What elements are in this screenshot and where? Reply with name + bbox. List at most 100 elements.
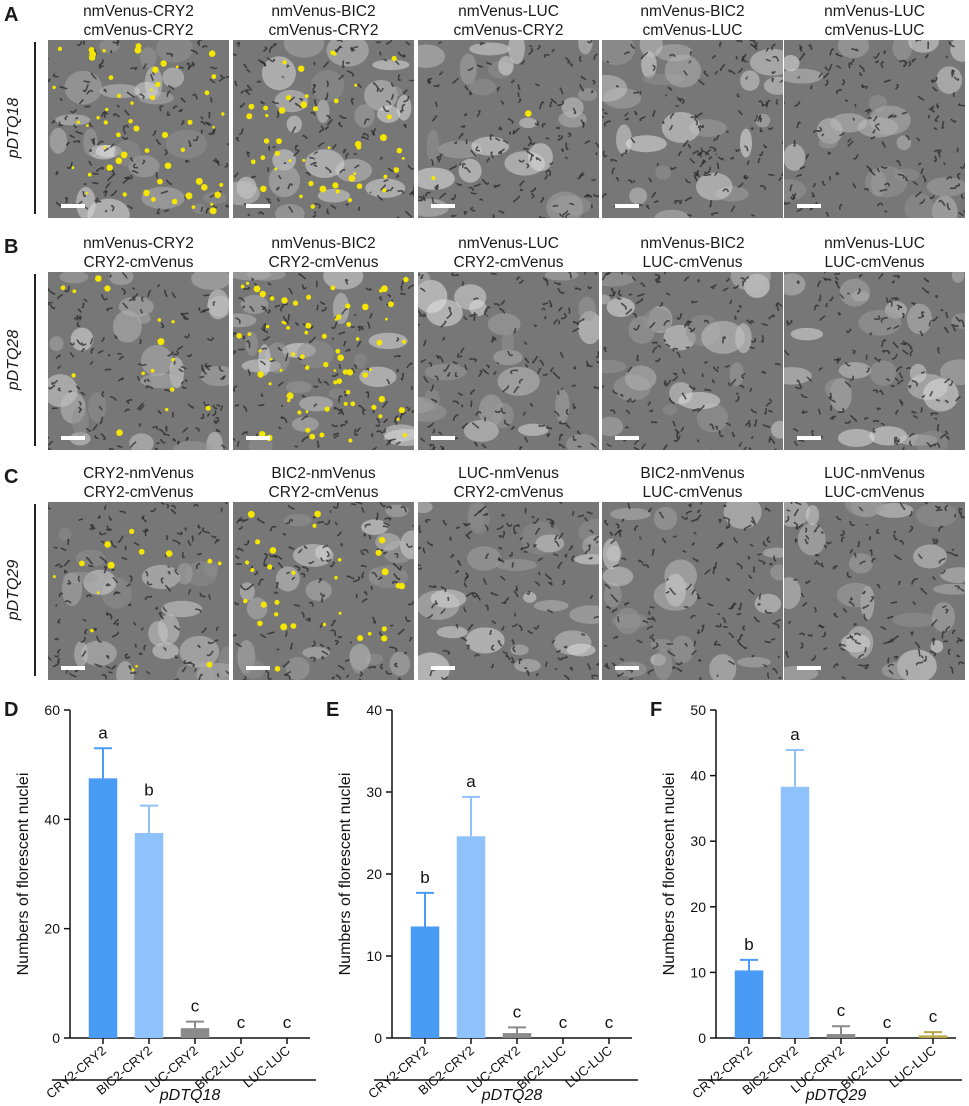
cell-wall [850, 375, 855, 381]
cell-wall [383, 522, 390, 526]
cell-wall [682, 549, 687, 553]
cell-wall [485, 61, 493, 66]
cell-wall [317, 142, 325, 148]
cell-wall [434, 375, 439, 381]
cell-wall [897, 306, 903, 311]
cell-wall [711, 55, 716, 59]
fluorescent-nucleus [282, 60, 287, 65]
cell-wall [267, 199, 272, 204]
cell-wall [501, 625, 505, 631]
cell-wall [515, 276, 521, 281]
cell-wall [205, 207, 210, 214]
cell-wall [696, 592, 700, 600]
cell-wall [405, 406, 409, 409]
cell-highlight [678, 392, 721, 410]
cell-wall [164, 148, 168, 156]
cell-wall [676, 313, 683, 320]
cell-wall [110, 540, 118, 548]
cell-wall [686, 213, 692, 217]
cell-highlight [654, 209, 689, 218]
fluorescent-nucleus [323, 361, 329, 368]
cell-wall [718, 542, 724, 547]
cell-highlight [749, 48, 783, 76]
cell-highlight [602, 272, 635, 287]
cell-wall [86, 89, 94, 95]
cell-wall [278, 175, 282, 180]
fluorescent-nucleus [52, 575, 56, 579]
cell-wall [350, 98, 354, 105]
cell-wall [272, 146, 276, 149]
cell-wall [259, 360, 267, 366]
cell-wall [494, 137, 501, 142]
cell-highlight [695, 172, 733, 201]
cell-wall [762, 144, 768, 149]
fluorescent-nucleus [120, 151, 128, 159]
cell-wall [818, 367, 823, 371]
cell-wall [491, 335, 495, 343]
cell-highlight [837, 428, 875, 447]
cell-wall [553, 540, 560, 547]
cell-wall [160, 502, 165, 506]
cell-wall [683, 276, 690, 282]
fluorescent-nucleus [195, 177, 203, 185]
cell-wall [496, 361, 499, 365]
cell-wall [534, 581, 540, 587]
cell-wall [959, 588, 965, 592]
cell-wall [498, 546, 503, 550]
fluorescent-nucleus [180, 147, 186, 152]
fluorescent-nucleus [86, 124, 89, 127]
cell-wall [873, 52, 881, 59]
cell-highlight [864, 166, 908, 198]
cell-highlight [754, 593, 782, 614]
fluorescent-nucleus [346, 369, 354, 376]
cell-wall [48, 57, 50, 60]
cell-wall [732, 284, 740, 289]
cell-highlight [63, 571, 98, 584]
cell-wall [110, 204, 115, 212]
cell-highlight [438, 140, 482, 159]
cell-wall [715, 623, 722, 628]
cell-wall [738, 441, 742, 448]
cell-wall [704, 166, 712, 175]
cell-wall [560, 312, 567, 320]
cell-wall [929, 195, 935, 200]
cell-wall [951, 69, 955, 76]
cell-wall [636, 639, 643, 644]
cell-wall [880, 165, 888, 169]
cell-wall [920, 655, 924, 659]
cell-wall [894, 377, 900, 382]
cell-highlight [350, 646, 367, 674]
cell-wall [109, 50, 113, 54]
cell-wall [576, 430, 582, 435]
cell-wall [697, 79, 705, 86]
cell-wall [312, 89, 317, 94]
cell-wall [612, 389, 618, 395]
cell-wall [434, 183, 439, 190]
cell-wall [405, 616, 411, 623]
cell-wall [949, 185, 957, 190]
cell-wall [694, 118, 699, 126]
fluorescent-nucleus [104, 541, 111, 548]
cell-wall [938, 199, 946, 207]
cell-wall [204, 121, 211, 127]
cell-wall [674, 428, 680, 434]
construct-line-2: LUC-cmVenus [824, 254, 925, 271]
cell-wall [470, 191, 477, 195]
cell-wall [880, 626, 887, 631]
fluorescent-nucleus [382, 188, 387, 193]
cell-wall [774, 448, 777, 450]
cell-wall [945, 435, 950, 440]
cell-wall [282, 315, 289, 325]
cell-highlight [468, 78, 497, 96]
cell-wall [665, 343, 671, 348]
cell-wall [749, 543, 754, 547]
fluorescent-nucleus [269, 357, 273, 361]
cell-highlight [609, 507, 651, 521]
cell-wall [712, 286, 715, 290]
cell-wall [473, 313, 478, 321]
cell-wall [930, 105, 935, 110]
cell-wall [91, 181, 99, 185]
cell-wall [564, 553, 568, 558]
cell-wall [460, 404, 464, 408]
cell-wall [238, 128, 244, 136]
